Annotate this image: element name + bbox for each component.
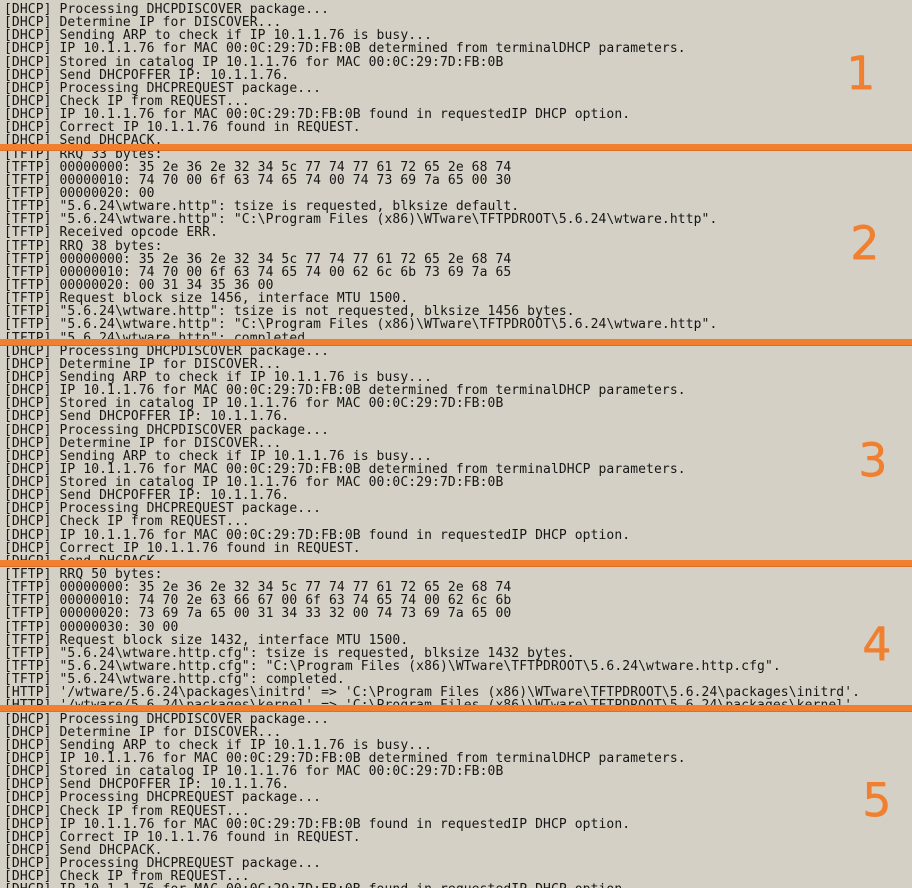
- section-divider: [0, 144, 912, 151]
- log-line: [TFTP] "5.6.24\wtware.http.cfg": "C:\Pro…: [4, 659, 781, 675]
- log-line: [TFTP] 00000010: 74 70 00 6f 63 74 65 74…: [4, 172, 512, 188]
- log-line: [DHCP] Send DHCPACK.: [4, 843, 163, 858]
- log-line: [DHCP] Stored in catalog IP 10.1.1.76 fo…: [4, 54, 504, 70]
- log-line: [DHCP] Processing DHCPREQUEST package...: [4, 80, 322, 96]
- log-line: [DHCP] IP 10.1.1.76 for MAC 00:0C:29:7D:…: [4, 883, 912, 888]
- log-line: [DHCP] Processing DHCPDISCOVER package..…: [4, 711, 329, 727]
- log-line: [DHCP] Sending ARP to check if IP 10.1.1…: [4, 448, 433, 464]
- log-line: [DHCP] Determine IP for DISCOVER...: [4, 435, 282, 451]
- log-line: [TFTP] Received opcode ERR.: [4, 225, 219, 241]
- log-line: [DHCP] Sending ARP to check if IP 10.1.1…: [4, 737, 433, 753]
- log-line: [DHCP] IP 10.1.1.76 for MAC 00:0C:29:7D:…: [4, 383, 686, 399]
- log-line: [TFTP] 00000030: 30 00: [4, 619, 179, 635]
- log-line: [DHCP] IP 10.1.1.76 for MAC 00:0C:29:7D:…: [4, 527, 631, 543]
- annotation-number: 2: [850, 216, 880, 270]
- log-line: [TFTP] Request block size 1456, interfac…: [4, 291, 409, 307]
- log-line: [TFTP] 00000020: 73 69 7a 65 00 31 34 33…: [4, 606, 512, 622]
- log-line: [DHCP] Processing DHCPREQUEST package...: [4, 501, 322, 517]
- log-line: [TFTP] 00000000: 35 2e 36 2e 32 34 5c 77…: [4, 251, 512, 267]
- section-divider: [0, 560, 912, 567]
- log-line: [DHCP] IP 10.1.1.76 for MAC 00:0C:29:7D:…: [4, 751, 686, 767]
- log-line: [DHCP] IP 10.1.1.76 for MAC 00:0C:29:7D:…: [4, 816, 631, 832]
- log-line: [TFTP] 00000010: 74 70 00 6f 63 74 65 74…: [4, 264, 512, 280]
- log-line: [TFTP] 00000000: 35 2e 36 2e 32 34 5c 77…: [4, 159, 512, 175]
- log-line: [DHCP] Determine IP for DISCOVER...: [4, 356, 282, 372]
- log-line: [HTTP] '/wtware/5.6.24\packages\initrd' …: [4, 685, 861, 701]
- annotation-number: 4: [862, 617, 892, 671]
- log-line: [DHCP] Sending ARP to check if IP 10.1.1…: [4, 28, 433, 44]
- log-line: [TFTP] "5.6.24\wtware.http": "C:\Program…: [4, 317, 718, 333]
- log-line: [TFTP] "5.6.24\wtware.http.cfg": complet…: [4, 672, 345, 688]
- log-line: [DHCP] Correct IP 10.1.1.76 found in REQ…: [4, 120, 361, 136]
- log-line: [DHCP] Send DHCPOFFER IP: 10.1.1.76.: [4, 409, 290, 425]
- log-line: [DHCP] Processing DHCPDISCOVER package..…: [4, 2, 329, 17]
- log-line: [DHCP] IP 10.1.1.76 for MAC 00:0C:29:7D:…: [4, 461, 686, 477]
- log-line: [DHCP] Stored in catalog IP 10.1.1.76 fo…: [4, 764, 504, 780]
- log-line: [DHCP] Stored in catalog IP 10.1.1.76 fo…: [4, 475, 504, 491]
- log-line: [DHCP] Check IP from REQUEST...: [4, 803, 250, 819]
- log-line: [DHCP] Processing DHCPDISCOVER package..…: [4, 422, 329, 438]
- log-line: [TFTP] RRQ 50 bytes:: [4, 567, 163, 583]
- log-line: [TFTP] Request block size 1432, interfac…: [4, 632, 409, 648]
- log-line: [TFTP] "5.6.24\wtware.http": tsize is no…: [4, 304, 575, 320]
- log-line: [TFTP] "5.6.24\wtware.http": "C:\Program…: [4, 212, 718, 228]
- section-divider: [0, 705, 912, 712]
- log-line: [TFTP] 00000020: 00 31 34 35 36 00: [4, 277, 274, 293]
- section-divider: [0, 339, 912, 346]
- log-line: [DHCP] Determine IP for DISCOVER...: [4, 724, 282, 740]
- log-line: [DHCP] Processing DHCPDISCOVER package..…: [4, 343, 329, 359]
- log-line: [TFTP] "5.6.24\wtware.http": tsize is re…: [4, 199, 520, 215]
- log-line: [DHCP] Processing DHCPREQUEST package...: [4, 790, 322, 806]
- log-line: [DHCP] Check IP from REQUEST...: [4, 869, 250, 885]
- log-line: [DHCP] Send DHCPOFFER IP: 10.1.1.76.: [4, 488, 290, 504]
- log-line: [TFTP] 00000000: 35 2e 36 2e 32 34 5c 77…: [4, 580, 512, 596]
- log-line: [DHCP] Correct IP 10.1.1.76 found in REQ…: [4, 829, 361, 845]
- log-line: [DHCP] IP 10.1.1.76 for MAC 00:0C:29:7D:…: [4, 107, 631, 123]
- log-line: [DHCP] Processing DHCPREQUEST package...: [4, 856, 322, 872]
- annotation-number: 1: [846, 46, 876, 100]
- annotation-number: 3: [858, 433, 888, 487]
- annotation-number: 5: [862, 773, 892, 827]
- log-line: [DHCP] Send DHCPOFFER IP: 10.1.1.76.: [4, 777, 290, 793]
- log-line: [TFTP] RRQ 38 bytes:: [4, 238, 163, 254]
- log-line: [DHCP] Determine IP for DISCOVER...: [4, 15, 282, 31]
- log-line: [TFTP] "5.6.24\wtware.http.cfg": tsize i…: [4, 645, 575, 661]
- log-line: [DHCP] Stored in catalog IP 10.1.1.76 fo…: [4, 396, 504, 412]
- log-line: [DHCP] IP 10.1.1.76 for MAC 00:0C:29:7D:…: [4, 41, 686, 57]
- log-line: [DHCP] Check IP from REQUEST...: [4, 93, 250, 109]
- log-line: [DHCP] Sending ARP to check if IP 10.1.1…: [4, 369, 433, 385]
- log-line: [TFTP] 00000010: 74 70 2e 63 66 67 00 6f…: [4, 593, 512, 609]
- log-line: [TFTP] 00000020: 00: [4, 185, 155, 201]
- log-line: [DHCP] Check IP from REQUEST...: [4, 514, 250, 530]
- log-line: [DHCP] Send DHCPOFFER IP: 10.1.1.76.: [4, 67, 290, 83]
- log-line: [DHCP] Correct IP 10.1.1.76 found in REQ…: [4, 540, 361, 556]
